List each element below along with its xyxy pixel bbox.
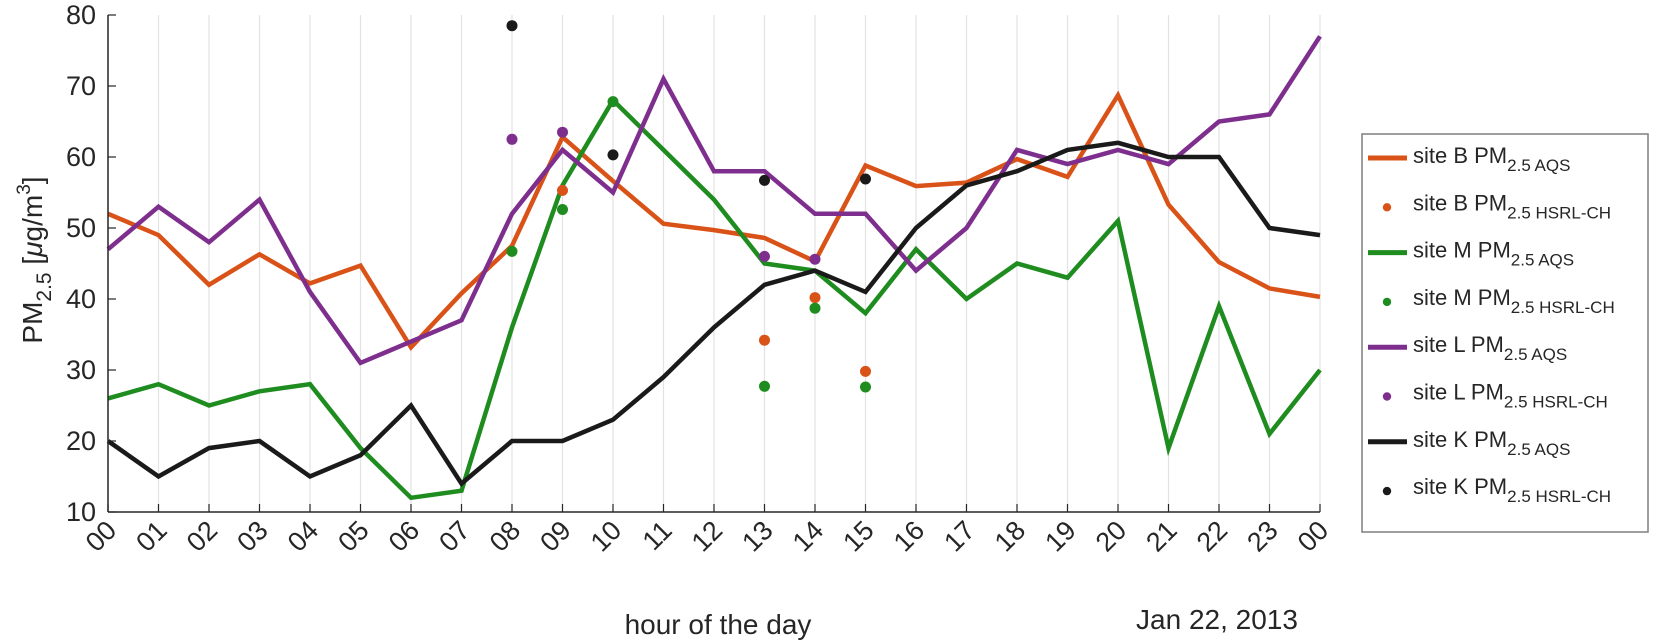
y-label-sub: 2.5 [33, 272, 56, 301]
y-tick-label-6: 70 [66, 71, 96, 101]
legend: site B PM2.5 AQS site B PM2.5 HSRL-CH site… [1361, 133, 1649, 533]
series-point-3-5 [860, 381, 871, 393]
y-axis-label: PM2.5 [μg/m3] [14, 176, 56, 343]
y-tick-label-2: 30 [66, 355, 96, 385]
legend-label-0: site B PM2.5 AQS [1413, 143, 1570, 175]
legend-label-7: site K PM2.5 HSRL-CH [1413, 474, 1611, 506]
legend-box [1361, 133, 1649, 533]
series-point-3-3 [759, 380, 770, 392]
series-line-6 [106, 140, 1321, 487]
date-label: Jan 22, 2013 [1136, 604, 1298, 635]
series-point-1-0 [557, 184, 568, 196]
legend-swatch-dot-1 [1382, 203, 1392, 212]
legend-swatch-dot-3 [1382, 297, 1392, 307]
series-point-1-3 [860, 365, 871, 377]
y-tick-label-0: 10 [66, 497, 96, 527]
series-point-1-2 [809, 292, 821, 304]
y-tick-label-5: 60 [66, 142, 96, 172]
y-label-mu: μ [17, 241, 48, 257]
y-label-close: ] [17, 176, 48, 184]
series-layer [106, 20, 1322, 501]
series-point-3-4 [809, 302, 821, 314]
legend-swatch-dot-5 [1382, 392, 1392, 401]
y-tick-label-1: 20 [66, 426, 96, 456]
legend-label-4: site L PM2.5 AQS [1413, 332, 1567, 364]
series-point-7-2 [759, 174, 770, 186]
series-point-5-2 [759, 250, 770, 262]
y-label-unit: g/m [17, 195, 48, 242]
series-point-7-0 [506, 20, 518, 32]
series-point-3-2 [607, 96, 619, 108]
legend-label-1: site B PM2.5 HSRL-CH [1413, 190, 1611, 222]
series-line-2 [107, 96, 1322, 501]
legend-label-3: site M PM2.5 HSRL-CH [1413, 285, 1615, 317]
x-axis-label: hour of the day [625, 609, 812, 640]
series-point-7-3 [860, 173, 871, 185]
series-point-5-3 [809, 253, 821, 265]
legend-label-2: site M PM2.5 AQS [1413, 238, 1574, 270]
series-line-0 [107, 90, 1321, 351]
legend-label-5: site L PM2.5 HSRL-CH [1413, 380, 1608, 412]
y-label-sup: 3 [14, 184, 35, 195]
series-point-7-1 [607, 149, 619, 161]
series-point-3-0 [506, 245, 518, 257]
series-point-1-1 [759, 334, 770, 346]
legend-label-6: site K PM2.5 AQS [1413, 427, 1570, 459]
series-line-4 [106, 35, 1322, 366]
series-point-5-1 [557, 126, 568, 138]
legend-swatch-dot-7 [1382, 486, 1392, 496]
series-point-5-0 [506, 133, 518, 145]
y-label-open: [ [17, 257, 48, 273]
series-point-3-1 [557, 204, 568, 215]
y-tick-label-3: 40 [66, 284, 96, 314]
y-tick-label-7: 80 [66, 0, 96, 30]
y-label-base: PM [17, 302, 48, 344]
y-tick-label-4: 50 [66, 213, 96, 243]
